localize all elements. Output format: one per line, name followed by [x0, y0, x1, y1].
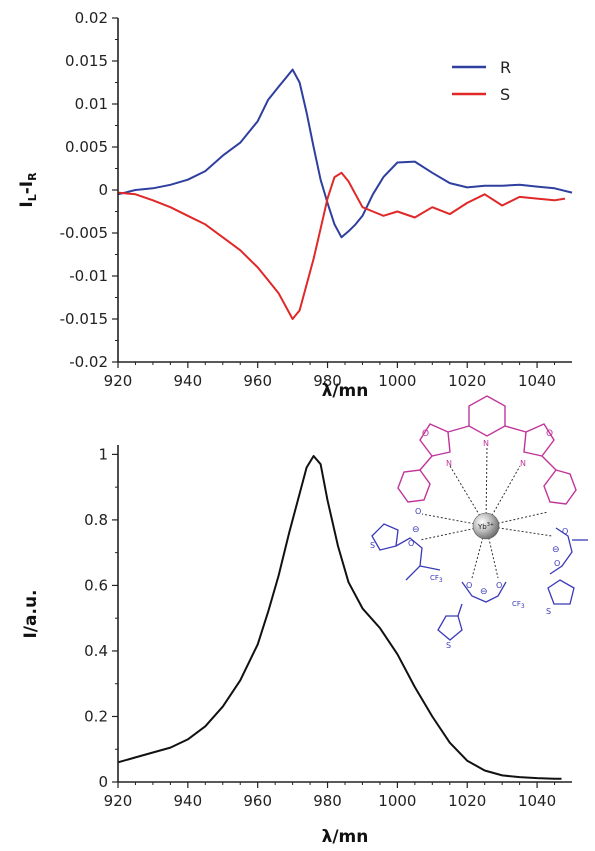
- y-tick-label: 0.2: [84, 707, 108, 725]
- x-tick-label: 960: [243, 792, 272, 810]
- y-tick-label: -0.02: [69, 353, 108, 371]
- x-tick-label: 920: [104, 792, 133, 810]
- cd-x-axis-label: λ/mn: [322, 381, 369, 401]
- tta-s-left: S: [370, 541, 375, 550]
- x-tick-label: 920: [104, 372, 133, 390]
- x-tick-label: 980: [313, 792, 342, 810]
- tta-minus-right: ⊖: [552, 545, 560, 555]
- emission-chart: 10.80.60.40.20 920 940 960 980 1000 1020 1040 …: [21, 445, 572, 847]
- tta-o-right-2: O: [554, 559, 560, 568]
- emission-x-axis: 920 940 960 980 1000 1020 1040: [104, 782, 556, 810]
- cd-chart: 0.02 0.015 0.01 0.005 0 -0.005 -0.01 -0.015 -0.0…: [17, 9, 573, 401]
- emission-x-axis-label: λ/mn: [322, 827, 369, 847]
- yb-complex-structure: O O N N N O O ⊖ S CF3 O O ⊖ S CF3 O: [370, 395, 588, 650]
- cd-ylabel-sub1: L: [26, 194, 39, 201]
- series-line-s: [117, 171, 566, 320]
- x-tick-label: 1020: [448, 792, 486, 810]
- pybox-n-right: N: [520, 459, 526, 468]
- y-tick-label: 0.6: [84, 576, 108, 594]
- cd-y-axis: 0.02 0.015 0.01 0.005 0 -0.005 -0.01 -0.015 -0.0…: [60, 9, 118, 371]
- cf3-bottom: CF3: [512, 600, 525, 610]
- x-tick-label: 960: [243, 372, 272, 390]
- x-tick-label: 1040: [518, 792, 556, 810]
- x-tick-label: 940: [174, 792, 203, 810]
- y-tick-label: 0.8: [84, 511, 108, 529]
- tta-minus-bottom: ⊖: [480, 587, 488, 597]
- y-tick-label: 0.4: [84, 642, 108, 660]
- y-tick-label: 0.015: [65, 52, 108, 70]
- series-line-r: [117, 68, 573, 239]
- pybox-o-left: O: [422, 429, 429, 439]
- cf3-left: CF3: [430, 574, 443, 584]
- y-tick-label: -0.015: [60, 310, 108, 328]
- y-tick-label: -0.01: [69, 267, 108, 285]
- emission-series-group: [117, 455, 562, 780]
- y-tick-label: 0: [98, 181, 108, 199]
- cd-y-axis-label: IL-IR: [17, 172, 39, 208]
- pybox-ligand: [397, 395, 577, 505]
- cd-x-axis: 920 940 960 980 1000 1020 1040: [104, 362, 556, 390]
- tta-s-bottom: S: [446, 641, 451, 650]
- coordination-bonds: [419, 445, 553, 579]
- series-line-0: [117, 455, 562, 780]
- legend-label-r: R: [500, 58, 511, 77]
- y-tick-label: -0.005: [60, 224, 108, 242]
- emission-y-axis: 1 0.8 0.6 0.4 0.2 0: [84, 445, 118, 791]
- y-tick-label: 0.005: [65, 138, 108, 156]
- tta-s-right: S: [546, 607, 551, 616]
- cd-legend: R S: [452, 58, 511, 104]
- x-tick-label: 940: [174, 372, 203, 390]
- x-tick-label: 1040: [518, 372, 556, 390]
- tta-o-bottom-2: O: [496, 581, 502, 590]
- legend-label-s: S: [500, 85, 510, 104]
- tta-o-left-1: O: [415, 507, 421, 516]
- y-tick-label: 0.02: [75, 9, 108, 27]
- tta-o-right-1: O: [562, 527, 568, 536]
- cd-ylabel-mid: -I: [17, 181, 37, 194]
- emission-y-axis-label: I/a.u.: [21, 589, 41, 638]
- x-tick-label: 1020: [448, 372, 486, 390]
- tta-ligands: [371, 523, 588, 641]
- x-tick-label: 1000: [378, 372, 416, 390]
- cd-series-group: [117, 68, 573, 320]
- pybox-n-left: N: [446, 459, 452, 468]
- pybox-o-right: O: [546, 429, 553, 439]
- yb-ion: [472, 512, 500, 540]
- tta-o-left-2: O: [408, 539, 414, 548]
- yb-label: Yb3+: [477, 522, 494, 531]
- cd-ylabel-main: I: [17, 201, 37, 207]
- x-tick-label: 1000: [378, 792, 416, 810]
- y-tick-label: 0: [98, 773, 108, 791]
- cd-ylabel-sub2: R: [26, 172, 39, 181]
- tta-minus-left: ⊖: [412, 525, 420, 535]
- pybox-n-center: N: [483, 439, 489, 448]
- y-tick-label: 1: [98, 445, 108, 463]
- y-tick-label: 0.01: [75, 95, 108, 113]
- x-tick-label: 980: [313, 372, 342, 390]
- tta-o-bottom-1: O: [466, 581, 472, 590]
